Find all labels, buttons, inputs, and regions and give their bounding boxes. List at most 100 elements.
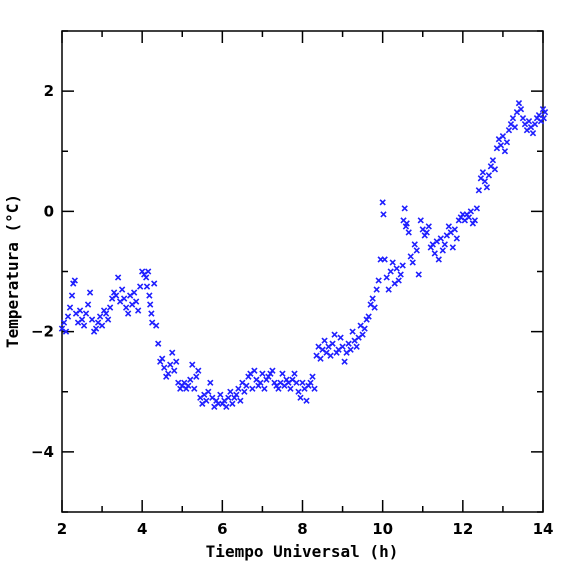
data-point bbox=[287, 385, 294, 392]
data-point bbox=[339, 343, 346, 350]
y-tick-label: 2 bbox=[44, 82, 54, 100]
x-tick-label: 2 bbox=[57, 520, 67, 538]
data-point bbox=[341, 358, 348, 365]
data-point bbox=[303, 397, 310, 404]
y-tick-label: 0 bbox=[44, 202, 54, 220]
data-point bbox=[225, 394, 232, 401]
data-point bbox=[371, 304, 378, 311]
data-point bbox=[425, 223, 432, 230]
data-point bbox=[151, 280, 158, 287]
data-point bbox=[80, 322, 88, 329]
data-point bbox=[243, 382, 250, 389]
data-point bbox=[407, 253, 414, 260]
data-point bbox=[70, 280, 77, 287]
y-tick-label: −4 bbox=[31, 443, 54, 461]
data-point bbox=[251, 367, 258, 374]
data-point bbox=[307, 379, 314, 386]
data-point bbox=[483, 184, 491, 191]
data-point bbox=[259, 370, 266, 377]
data-point bbox=[297, 394, 304, 401]
data-point bbox=[399, 262, 406, 269]
data-point bbox=[405, 229, 412, 236]
data-point bbox=[241, 388, 248, 395]
data-point bbox=[453, 235, 460, 242]
data-point bbox=[159, 355, 166, 362]
data-point bbox=[395, 277, 402, 284]
data-point bbox=[435, 256, 442, 263]
data-point bbox=[84, 301, 92, 308]
axis-tick-labels: 2 4 6 8 10 12 14 −4 −2 0 2 bbox=[31, 82, 553, 538]
x-axis-title: Tiempo Universal (h) bbox=[206, 542, 399, 561]
data-point bbox=[161, 364, 168, 371]
data-point bbox=[471, 217, 479, 224]
data-point bbox=[517, 105, 525, 113]
data-point bbox=[165, 370, 172, 377]
data-point bbox=[475, 187, 483, 194]
x-tick-label: 4 bbox=[137, 520, 147, 538]
data-point bbox=[365, 313, 372, 320]
x-tick-label: 12 bbox=[452, 520, 473, 538]
data-point bbox=[275, 385, 282, 392]
data-point bbox=[82, 310, 90, 317]
data-point bbox=[96, 313, 104, 320]
data-point bbox=[413, 247, 420, 254]
data-point bbox=[153, 322, 160, 329]
data-point bbox=[329, 340, 336, 347]
data-point bbox=[146, 292, 153, 299]
data-point bbox=[191, 385, 198, 392]
data-point bbox=[531, 121, 539, 128]
data-point bbox=[229, 400, 236, 407]
data-point bbox=[195, 367, 202, 374]
data-point bbox=[525, 118, 533, 125]
data-point bbox=[235, 385, 242, 392]
data-point bbox=[62, 328, 70, 335]
data-point bbox=[331, 331, 338, 338]
data-point bbox=[130, 289, 138, 296]
axis-ticks bbox=[61, 30, 544, 513]
data-point bbox=[102, 310, 110, 317]
data-point bbox=[501, 148, 509, 155]
data-points bbox=[58, 99, 549, 410]
data-point bbox=[393, 265, 400, 272]
data-point bbox=[489, 157, 497, 164]
data-point bbox=[233, 391, 240, 398]
data-point bbox=[540, 115, 547, 122]
data-point bbox=[373, 286, 380, 293]
data-point bbox=[353, 343, 360, 350]
data-point bbox=[155, 340, 162, 347]
data-point bbox=[449, 244, 456, 251]
data-point bbox=[227, 388, 234, 395]
data-point bbox=[515, 99, 523, 107]
data-point bbox=[112, 292, 120, 299]
data-point bbox=[291, 370, 298, 377]
data-point bbox=[223, 403, 230, 410]
data-point bbox=[387, 268, 394, 275]
data-point bbox=[529, 130, 537, 137]
x-tick-label: 8 bbox=[297, 520, 307, 538]
data-point bbox=[88, 316, 96, 323]
data-point bbox=[437, 235, 444, 242]
data-point bbox=[132, 298, 140, 305]
data-point bbox=[541, 109, 549, 116]
data-point bbox=[311, 385, 318, 392]
data-point bbox=[473, 205, 481, 212]
data-point bbox=[317, 355, 324, 362]
data-point bbox=[279, 370, 286, 377]
data-point bbox=[327, 352, 334, 359]
data-point bbox=[479, 169, 487, 176]
data-point bbox=[167, 361, 174, 368]
data-point bbox=[237, 397, 244, 404]
data-point bbox=[66, 304, 74, 311]
data-point bbox=[205, 388, 212, 395]
data-point bbox=[359, 331, 366, 338]
data-point bbox=[203, 397, 210, 404]
data-point bbox=[104, 316, 112, 323]
data-point bbox=[76, 307, 84, 314]
data-point bbox=[207, 379, 214, 386]
data-point bbox=[145, 268, 152, 275]
data-point bbox=[92, 325, 100, 332]
data-point bbox=[389, 259, 396, 266]
data-point bbox=[293, 379, 300, 386]
x-tick-label: 10 bbox=[372, 520, 393, 538]
